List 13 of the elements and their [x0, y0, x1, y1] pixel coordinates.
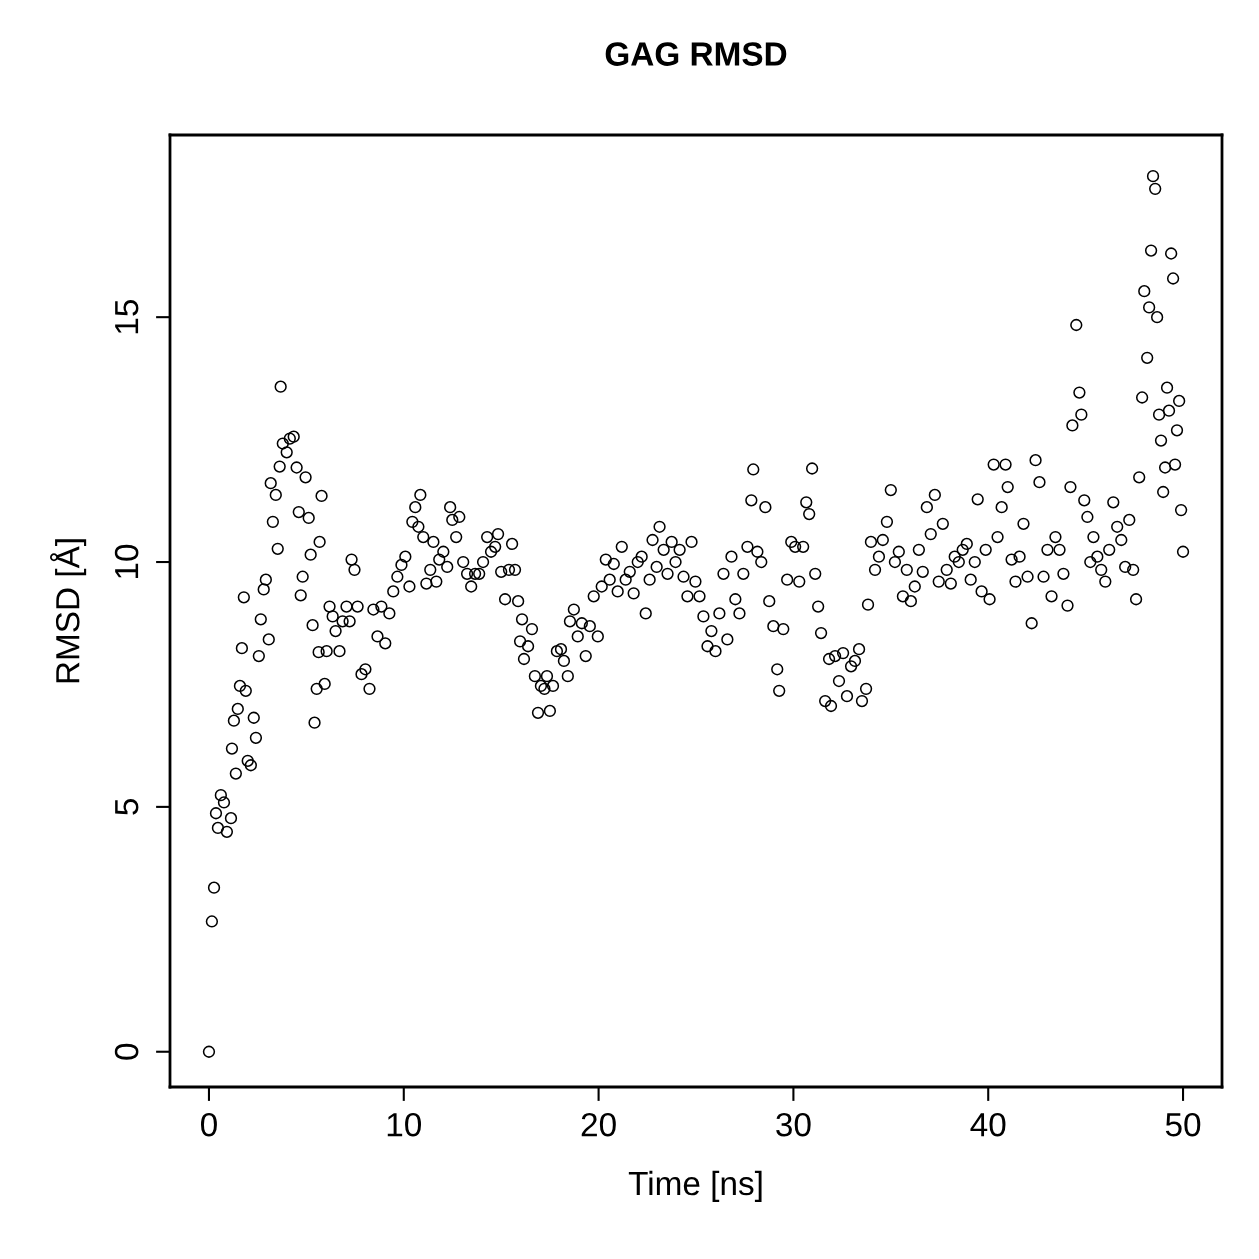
y-tick-label: 15	[115, 300, 139, 334]
x-tick-label: 0	[201, 1112, 217, 1137]
y-tick-label: 5	[115, 799, 139, 815]
x-axis-title: Time [ns]	[628, 1170, 762, 1202]
y-axis-title: RMSD [Å]	[50, 539, 87, 683]
y-tick-label: 0	[114, 1043, 139, 1060]
x-tick-label: 20	[581, 1112, 616, 1137]
x-tick-label: 40	[970, 1112, 1006, 1137]
x-tick-label: 30	[776, 1112, 811, 1137]
y-tick-label: 10	[114, 544, 139, 579]
x-tick-label: 50	[1165, 1112, 1201, 1137]
chart-title: GAG RMSD	[605, 42, 787, 66]
x-tick-label: 10	[387, 1112, 422, 1137]
